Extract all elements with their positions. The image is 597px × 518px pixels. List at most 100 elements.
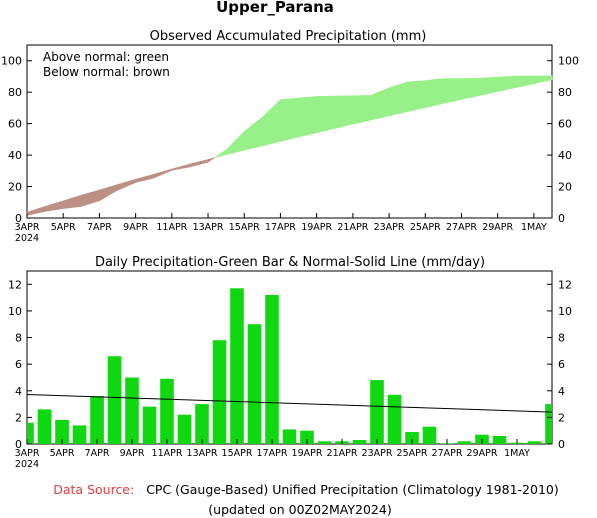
accumulated-ylabel-right-2: 40	[558, 149, 572, 162]
daily-bar-29	[527, 441, 542, 444]
daily-bar-10	[195, 404, 209, 444]
accumulated-xlabel-9: 21APR	[337, 222, 368, 233]
accumulated-xlabel-5: 13APR	[193, 222, 224, 233]
daily-bar-1	[37, 409, 52, 444]
accumulated-areas	[26, 75, 553, 216]
accumulated-xlabel-13: 29APR	[482, 222, 513, 233]
accumulated-xlabel-12: 27APR	[446, 222, 477, 233]
daily-bars	[27, 288, 552, 444]
daily-ylabel-right-0: 0	[558, 438, 565, 451]
main-title: Upper_Parana	[216, 0, 334, 16]
daily-ylabel-right-2: 4	[558, 385, 565, 398]
daily-bar-3	[72, 425, 87, 444]
accumulated-xlabel-14: 1MAY	[521, 222, 547, 233]
daily-bar-4	[90, 396, 104, 444]
accumulated-xlabel-8: 19APR	[301, 222, 332, 233]
daily-bar-2	[55, 420, 69, 444]
daily-xlabel-4: 11APR	[152, 448, 183, 459]
accumulated-ylabel-left-4: 80	[8, 86, 22, 99]
daily-xlabel-13: 29APR	[467, 448, 498, 459]
daily-ylabel-left-4: 8	[15, 332, 22, 345]
daily-bar-16	[300, 430, 314, 444]
accumulated-panel: Observed Accumulated Precipitation (mm) …	[1, 29, 579, 244]
accumulated-ylabel-left-1: 20	[8, 181, 22, 194]
daily-xlabel-14: 1MAY	[504, 448, 530, 459]
accumulated-x-axis: 3APR 5APR 7APR 9APR 11APR 13APR 15APR 17APR 19AP…	[15, 213, 547, 244]
accumulated-ylabel-right-3: 60	[558, 118, 572, 131]
daily-normal-line	[26, 394, 553, 413]
accumulated-ylabel-right-1: 20	[558, 181, 572, 194]
accumulated-xlabel-3: 9APR	[123, 222, 148, 233]
data-source-line: Data Source: CPC (Gauge-Based) Unified P…	[53, 482, 558, 497]
accumulated-ylabel-left-0: 0	[15, 212, 22, 225]
above-normal-area-1	[214, 75, 553, 158]
daily-bar-19	[352, 440, 367, 444]
normal-line	[26, 394, 553, 413]
legend-below-normal: Below normal: brown	[43, 65, 170, 79]
daily-ylabel-right-6: 12	[558, 278, 572, 291]
daily-bar-12	[230, 288, 244, 444]
daily-ylabel-right-5: 10	[558, 305, 572, 318]
legend-above-normal: Above normal: green	[43, 50, 169, 64]
accumulated-xlabel-11: 25APR	[410, 222, 441, 233]
daily-plot-frame	[26, 270, 553, 445]
data-source-label: Data Source:	[53, 482, 134, 497]
accumulated-ylabel-left-5: 100	[1, 55, 22, 68]
daily-ylabel-left-6: 12	[8, 278, 22, 291]
daily-xlabel-11: 25APR	[397, 448, 428, 459]
accumulated-ylabel-left-2: 40	[8, 149, 22, 162]
accumulated-xlabel-1: 5APR	[51, 222, 76, 233]
accumulated-y-axis: 0 0 20 20 40 40 60 60 80 80 100 100	[1, 55, 579, 225]
accumulated-xlabel-7: 17APR	[265, 222, 296, 233]
daily-xlabel-6: 15APR	[222, 448, 253, 459]
accumulated-ylabel-right-0: 0	[558, 212, 565, 225]
daily-xlabel-1: 5APR	[50, 448, 75, 459]
daily-bar-14	[265, 295, 279, 444]
daily-panel: Daily Precipitation-Green Bar & Normal-S…	[8, 255, 572, 470]
daily-bar-9	[177, 414, 192, 444]
daily-bar-7	[142, 406, 157, 444]
daily-ylabel-right-4: 8	[558, 332, 565, 345]
daily-xlabel-year: 2024	[15, 459, 39, 470]
daily-bar-22	[405, 432, 419, 444]
accumulated-xlabel-4: 11APR	[156, 222, 187, 233]
daily-xlabel-2: 7APR	[85, 448, 110, 459]
daily-ylabel-left-2: 4	[15, 385, 22, 398]
accumulated-ylabel-right-4: 80	[558, 86, 572, 99]
daily-bar-6	[125, 377, 139, 444]
daily-ylabel-right-3: 6	[558, 358, 565, 371]
daily-bar-15	[282, 429, 297, 444]
daily-bar-21	[387, 394, 402, 444]
daily-ylabel-right-1: 2	[558, 411, 565, 424]
daily-xlabel-8: 19APR	[292, 448, 323, 459]
data-source-text: CPC (Gauge-Based) Unified Precipitation …	[146, 482, 559, 497]
daily-bar-30	[545, 404, 552, 444]
daily-ylabel-left-1: 2	[15, 411, 22, 424]
updated-timestamp: (updated on 00Z02MAY2024)	[208, 502, 391, 517]
daily-y-axis: 0 0 2 2 4 4 6 6 8 8 10 10 12 12	[8, 278, 572, 451]
accumulated-xlabel-year: 2024	[15, 233, 39, 244]
daily-bar-13	[247, 324, 262, 444]
daily-xlabel-12: 27APR	[432, 448, 463, 459]
accumulated-xlabel-10: 23APR	[374, 222, 405, 233]
accumulated-xlabel-2: 7APR	[87, 222, 112, 233]
accumulated-ylabel-left-3: 60	[8, 118, 22, 131]
daily-ylabel-left-3: 6	[15, 358, 22, 371]
accumulated-xlabel-6: 15APR	[229, 222, 260, 233]
daily-bar-23	[422, 426, 437, 444]
daily-bar-20	[370, 380, 384, 444]
accumulated-panel-title: Observed Accumulated Precipitation (mm)	[150, 29, 427, 44]
daily-bar-8	[160, 378, 174, 444]
daily-bar-27	[492, 436, 507, 444]
daily-ylabel-left-5: 10	[8, 305, 22, 318]
daily-xlabel-9: 21APR	[327, 448, 358, 459]
daily-bar-25	[457, 441, 472, 444]
daily-xlabel-3: 9APR	[120, 448, 145, 459]
daily-xlabel-10: 23APR	[362, 448, 393, 459]
daily-bar-0	[27, 422, 34, 444]
accumulated-ylabel-right-5: 100	[558, 55, 579, 68]
below-normal-area-0	[26, 157, 215, 216]
daily-bar-5	[107, 356, 122, 444]
daily-ylabel-left-0: 0	[15, 438, 22, 451]
